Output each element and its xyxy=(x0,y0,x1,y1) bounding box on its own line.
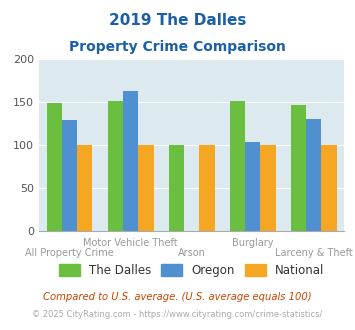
Bar xyxy=(47,103,62,231)
Text: All Property Crime: All Property Crime xyxy=(25,248,114,258)
Bar xyxy=(230,101,245,231)
Text: Larceny & Theft: Larceny & Theft xyxy=(275,248,353,258)
Text: Arson: Arson xyxy=(178,248,206,258)
Text: Motor Vehicle Theft: Motor Vehicle Theft xyxy=(83,238,178,248)
Bar xyxy=(123,91,138,231)
Bar xyxy=(169,145,184,231)
Text: Burglary: Burglary xyxy=(232,238,273,248)
Text: Compared to U.S. average. (U.S. average equals 100): Compared to U.S. average. (U.S. average … xyxy=(43,292,312,302)
Bar xyxy=(306,119,322,231)
Bar xyxy=(62,120,77,231)
Bar xyxy=(322,145,337,231)
Bar xyxy=(108,101,123,231)
Bar xyxy=(77,145,92,231)
Bar xyxy=(291,105,306,231)
Legend: The Dalles, Oregon, National: The Dalles, Oregon, National xyxy=(59,264,325,277)
Bar xyxy=(138,145,153,231)
Text: © 2025 CityRating.com - https://www.cityrating.com/crime-statistics/: © 2025 CityRating.com - https://www.city… xyxy=(32,310,323,319)
Text: Property Crime Comparison: Property Crime Comparison xyxy=(69,40,286,53)
Bar xyxy=(261,145,275,231)
Bar xyxy=(245,142,261,231)
Bar xyxy=(200,145,214,231)
Text: 2019 The Dalles: 2019 The Dalles xyxy=(109,13,246,28)
